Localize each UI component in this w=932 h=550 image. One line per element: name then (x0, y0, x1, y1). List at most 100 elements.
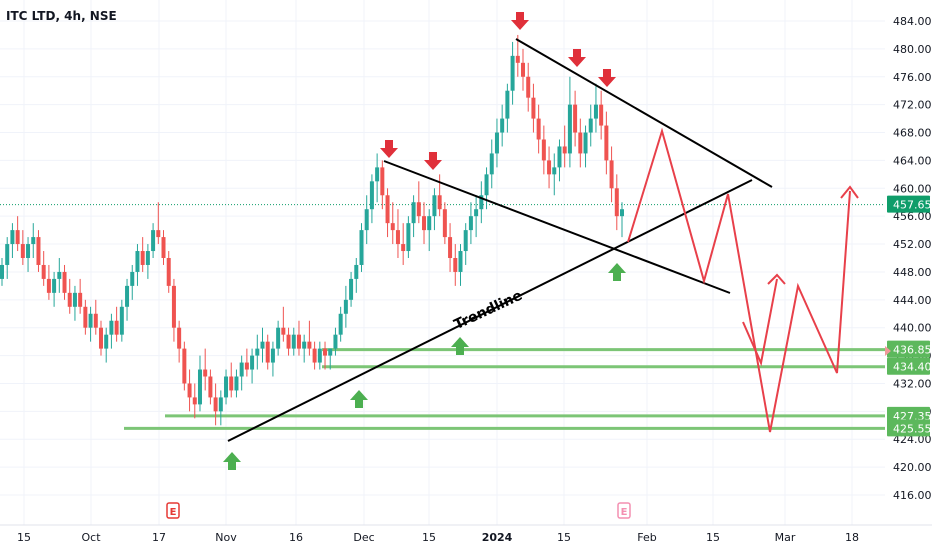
candle-body (78, 292, 83, 307)
current-price-badge-label: 457.65 (893, 199, 932, 212)
price-tick-label: 432.00 (893, 377, 932, 390)
candle-body (500, 118, 505, 133)
forecast-zigzag (627, 127, 851, 433)
candle-body (281, 327, 286, 335)
candle-body (468, 216, 473, 231)
candle-body (239, 362, 244, 377)
time-tick-label: 15 (706, 531, 720, 544)
candle-body (104, 334, 109, 349)
candle-body (208, 376, 213, 398)
price-tick-label: 476.00 (893, 71, 932, 84)
candle-body (234, 376, 239, 391)
candle-body (130, 271, 135, 286)
candle-body (41, 264, 46, 279)
time-tick-label: 18 (845, 531, 859, 544)
support-price-badge (887, 340, 930, 358)
candle-body (192, 397, 197, 405)
price-tick-label: 484.00 (893, 15, 932, 28)
candle-body (224, 376, 229, 398)
candle-body (276, 327, 281, 349)
candle-body (36, 237, 41, 265)
candle-body (307, 341, 312, 349)
price-tick-label: 424.00 (893, 433, 932, 446)
candle-body (385, 195, 390, 224)
time-tick-label: 2024 (482, 531, 513, 544)
support-price-badge-label: 425.55 (893, 422, 932, 435)
signal-arrows (223, 12, 626, 470)
candle-body (463, 230, 468, 252)
chart-title: ITC LTD, 4h, NSE (6, 9, 117, 23)
price-tick-label: 464.00 (893, 154, 932, 167)
candle-body (448, 237, 453, 258)
candle-body (98, 327, 103, 349)
candle-body (479, 195, 484, 210)
candle-body (62, 271, 67, 293)
price-tick-label: 480.00 (893, 43, 932, 56)
time-tick-label: 15 (422, 531, 436, 544)
forecast-arrowhead (767, 273, 786, 285)
candle-body (83, 306, 88, 328)
candle-body (67, 292, 72, 307)
sell-arrow-icon (598, 69, 616, 87)
price-tick-label: 472.00 (893, 99, 932, 112)
candle-body (521, 62, 526, 77)
candle-body (406, 223, 411, 252)
candle-body (88, 313, 93, 328)
support-lines (124, 348, 885, 430)
candle-body (364, 209, 369, 231)
candle-body (260, 341, 265, 349)
sell-arrow-icon (511, 12, 529, 30)
candlesticks (0, 34, 624, 426)
time-axis[interactable]: 15 Oct 17 Nov 16 Dec 15 2024 15 Feb 15 Mar 18 (0, 524, 932, 544)
price-tick-label: 460.00 (893, 182, 932, 195)
candle-body (203, 369, 208, 377)
candle-body (15, 230, 20, 245)
forecast-path (627, 127, 859, 433)
price-axis[interactable]: 484.00 480.00 476.00 472.00 468.00 464.00 460.… (885, 0, 932, 525)
candle-body (250, 355, 255, 370)
candle-body (255, 348, 260, 356)
candle-body (422, 216, 427, 231)
candle-body (489, 153, 494, 175)
candle-body (583, 132, 588, 154)
candle-body (72, 292, 77, 307)
candle-body (604, 125, 609, 161)
candle-body (458, 251, 463, 272)
candle-body (93, 313, 98, 328)
price-tick-label: 468.00 (893, 127, 932, 140)
support-price-badge-label: 434.40 (893, 361, 932, 374)
candle-body (552, 167, 557, 175)
sell-arrow-icon (424, 152, 442, 170)
candle-body (375, 167, 380, 182)
buy-arrow-icon (451, 337, 469, 355)
candle-body (401, 244, 406, 252)
candle-body (620, 209, 624, 217)
candle-body (10, 230, 15, 245)
candle-body (437, 195, 442, 210)
candle-body (0, 264, 4, 279)
alert-marker-icon (885, 346, 891, 356)
candle-body (213, 397, 218, 412)
current-price-badge (887, 195, 930, 213)
time-tick-label: Oct (81, 531, 101, 544)
pattern-line (515, 38, 773, 188)
candle-body (119, 306, 124, 335)
time-tick-label: 15 (557, 531, 571, 544)
candle-body (177, 327, 182, 349)
earnings-e-icon (617, 502, 631, 519)
time-tick-label: Nov (215, 531, 237, 544)
candle-body (46, 278, 51, 293)
candle-body (349, 278, 354, 300)
time-tick-label: 15 (17, 531, 31, 544)
candle-body (494, 132, 499, 154)
grid-lines (0, 0, 885, 525)
candle-body (573, 104, 578, 133)
candle-body (609, 160, 614, 189)
price-tick-label: 456.00 (893, 210, 932, 223)
pattern-line (383, 160, 731, 294)
candle-body (296, 334, 301, 349)
earnings-label: E (170, 507, 177, 518)
